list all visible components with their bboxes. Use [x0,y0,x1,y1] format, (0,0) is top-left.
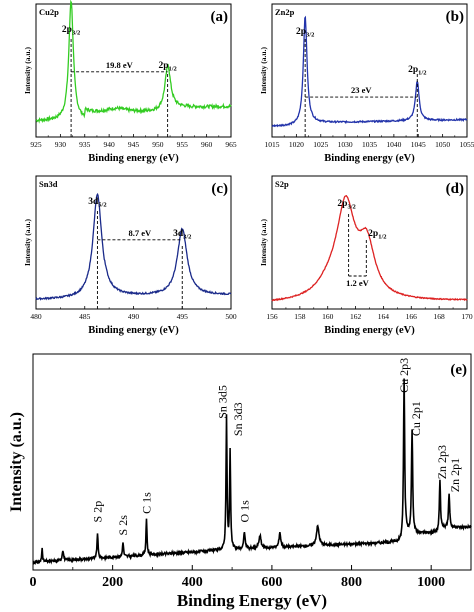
x-tick-label: 400 [182,575,203,590]
plot-frame [271,175,468,310]
panel-letter: (b) [446,9,464,25]
x-axis-label: Binding energy (eV) [324,325,415,336]
x-tick-label: 485 [79,312,91,321]
peak-label: O 1s [237,500,251,523]
x-tick-label: 160 [322,312,334,321]
element-label: S2p [275,179,289,189]
x-tick-label: 1040 [386,140,401,149]
peak-label: 3d5/2 [88,197,106,209]
element-label: Sn3d [39,179,58,189]
peak-label: 2p3/2 [296,27,314,39]
x-tick-label: 495 [177,312,189,321]
separation-label: 23 eV [351,85,372,95]
x-tick-label: 166 [406,312,418,321]
x-tick-label: 156 [266,312,278,321]
peak-label: 2p1/2 [368,229,386,241]
peak-label: Sn 3d3 [231,402,245,436]
separation-label: 8.7 eV [129,228,153,238]
x-tick-label: 960 [201,140,213,149]
x-tick-label: 170 [461,312,473,321]
y-axis-label: Intensity (a.u.) [259,219,268,266]
peak-label: Zn 2p1 [448,458,462,492]
x-tick-label: 158 [294,312,306,321]
x-axis-label: Binding energy (eV) [88,325,179,336]
x-tick-label: 965 [225,140,237,149]
x-tick-label: 925 [30,140,42,149]
peak-label: 2p3/2 [62,25,80,37]
panel-c-sn3d: 480 485 490 495 500 Binding energy (eV) Intens… [23,175,237,336]
x-axis-label: Binding energy (eV) [324,153,415,164]
peak-label: 3d3/2 [173,229,191,241]
separation-label: 1.2 eV [346,278,370,288]
peak-label: 2p1/2 [158,61,176,73]
x-tick-label: 955 [177,140,189,149]
x-tick-label: 162 [350,312,362,321]
x-tick-label: 930 [55,140,67,149]
plot-frame [32,353,472,571]
panel-a-cu2p: 925 930 935 940 945 950 955 960 965 Binding energ… [23,0,237,164]
y-axis-label: Intensity (a.u.) [8,412,25,512]
x-tick-label: 1000 [417,575,445,590]
y-axis-label: Intensity (a.u.) [23,219,32,266]
peak-label: 2p3/2 [337,199,355,211]
x-tick-label: 164 [378,312,390,321]
element-label: Zn2p [275,7,295,17]
peak-label: Cu 2p1 [409,401,423,436]
panel-letter: (e) [450,362,467,378]
peak-label: Cu 2p3 [397,358,411,393]
x-tick-label: 600 [261,575,282,590]
x-tick-label: 800 [341,575,362,590]
x-tick-label: 500 [225,312,237,321]
peak-label: S 2p [91,501,105,523]
x-tick-label: 945 [128,140,140,149]
peak-label: C 1s [139,492,153,514]
spectrum-line [271,15,468,128]
x-tick-label: 1030 [338,140,353,149]
y-axis-label: Intensity (a.u.) [259,47,268,94]
panel-d-s2p: 156 158 160 162 164 166 168 170 Binding energy (… [259,175,473,336]
x-tick-label: 200 [102,575,123,590]
element-label: Cu2p [39,7,59,17]
x-tick-label: 935 [79,140,91,149]
peak-label: Zn 2p3 [435,445,449,479]
panel-letter: (a) [211,9,229,25]
spectrum-line [35,192,232,301]
x-axis-label: Binding energy (eV) [88,153,179,164]
panel-e-survey: 0 200 400 600 800 1000 Binding Energy (eV) Inte… [8,353,472,610]
x-tick-label: 950 [152,140,164,149]
y-axis-label: Intensity (a.u.) [23,47,32,94]
x-tick-label: 490 [128,312,140,321]
panel-b-zn2p: 1015 1020 1025 1030 1035 1040 1045 1050 1055 Bind… [259,3,474,164]
x-tick-label: 0 [30,575,37,590]
x-tick-label: 168 [434,312,446,321]
spectrum-line [35,0,232,124]
peak-label: 2p1/2 [408,65,426,77]
x-tick-label: 1055 [460,140,474,149]
separation-label: 19.8 eV [106,60,134,70]
survey-spectrum-line [32,378,472,565]
plot-frame [35,3,232,138]
x-tick-label: 1035 [362,140,377,149]
x-tick-label: 940 [104,140,116,149]
x-tick-label: 1020 [289,140,304,149]
x-tick-label: 480 [30,312,42,321]
x-tick-label: 1015 [265,140,280,149]
spectrum-line [271,194,468,302]
x-tick-label: 1025 [313,140,328,149]
x-tick-label: 1050 [435,140,450,149]
x-axis-label: Binding Energy (eV) [177,591,327,610]
peak-label: S 2s [116,515,130,536]
plot-frame [271,3,468,138]
peak-label: Sn 3d5 [216,385,230,419]
panel-letter: (c) [211,181,228,197]
panel-letter: (d) [446,181,464,197]
x-tick-label: 1045 [411,140,426,149]
